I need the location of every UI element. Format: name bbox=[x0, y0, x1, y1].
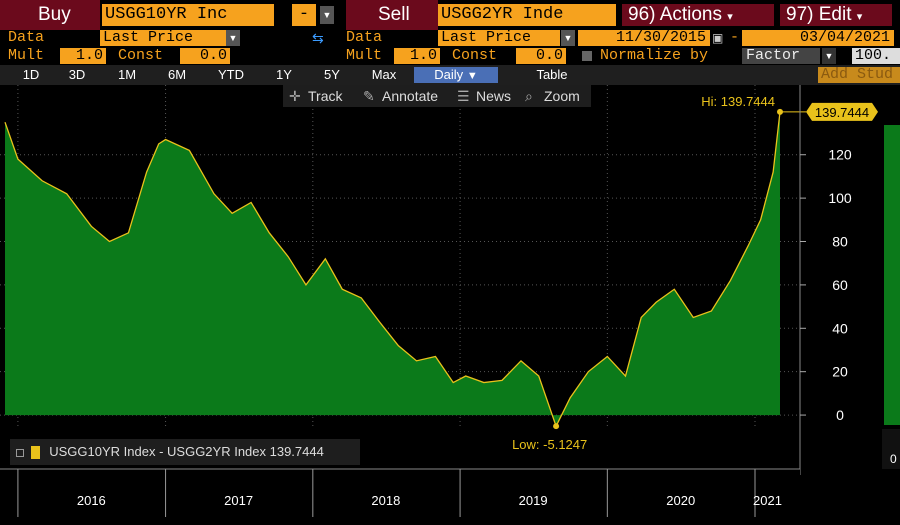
y-tick-label-2: 40 bbox=[832, 320, 848, 336]
y-tick-label-6: 120 bbox=[828, 147, 852, 163]
normalize-checkbox[interactable] bbox=[582, 51, 592, 61]
data-label: Data bbox=[8, 29, 45, 46]
y-tick-label-3: 60 bbox=[832, 277, 848, 293]
data-field[interactable]: Last Price bbox=[100, 30, 226, 46]
y-tick-label-1: 20 bbox=[832, 364, 848, 380]
hi-point bbox=[777, 108, 783, 115]
edit-button[interactable]: 97) Edit ▾ bbox=[780, 4, 892, 26]
tab-daily[interactable]: Daily ▼ bbox=[414, 67, 498, 83]
mult-label: Mult bbox=[8, 47, 45, 64]
low-point bbox=[553, 423, 560, 430]
chart-toolbar: ✛ Track ✎ Annotate ☰ News ⌕ Zoom bbox=[283, 85, 591, 107]
mult2-field[interactable]: 1.0 bbox=[394, 48, 440, 64]
tab-1d[interactable]: 1D bbox=[22, 67, 40, 82]
buy-dropdown[interactable]: - bbox=[292, 4, 316, 26]
magnifier-icon: ⌕ bbox=[525, 88, 533, 104]
news-icon: ☰ bbox=[457, 88, 470, 104]
tab-5y[interactable]: 5Y bbox=[324, 67, 340, 82]
y-tick-label-5: 100 bbox=[828, 190, 852, 206]
y-tick-label-0: 0 bbox=[836, 407, 844, 423]
hi-label: Hi: 139.7444 bbox=[701, 94, 775, 109]
annotate-label: Annotate bbox=[382, 88, 439, 104]
tab-daily-label: Daily bbox=[434, 67, 464, 82]
data-chevron-down-icon[interactable]: ▼ bbox=[226, 30, 240, 46]
crosshair-icon: ✛ bbox=[289, 88, 301, 104]
mult2-label: Mult bbox=[346, 47, 383, 64]
normalize-label: Normalize by bbox=[600, 47, 709, 64]
last-value-label: 139.7444 bbox=[815, 105, 869, 120]
side-panel-area bbox=[884, 125, 900, 425]
mult-row: Mult 1.0 Const 0.0 Mult 1.0 Const 0.0 No… bbox=[0, 47, 900, 65]
tab-3d[interactable]: 3D bbox=[68, 67, 86, 82]
x-tick-label-2020: 2020 bbox=[666, 493, 695, 508]
x-axis-band bbox=[0, 469, 800, 521]
news-label: News bbox=[476, 88, 512, 104]
data2-chevron-down-icon[interactable]: ▼ bbox=[561, 30, 575, 46]
x-tick-label-2018: 2018 bbox=[371, 493, 400, 508]
zoom-button[interactable]: ⌕ Zoom bbox=[525, 85, 580, 107]
series-area bbox=[5, 111, 780, 427]
tab-table[interactable]: Table bbox=[536, 67, 568, 82]
end-date-field[interactable]: 03/04/2021 bbox=[742, 30, 894, 46]
pencil-icon: ✎ bbox=[363, 88, 375, 104]
side-panel-zero: 0 bbox=[890, 452, 897, 466]
tab-max[interactable]: Max bbox=[371, 67, 397, 82]
actions-button[interactable]: 96) Actions ▾ bbox=[622, 4, 774, 26]
mult-field[interactable]: 1.0 bbox=[60, 48, 106, 64]
legend-text: USGG10YR Index - USGG2YR Index 139.7444 bbox=[49, 444, 324, 459]
track-label: Track bbox=[308, 88, 343, 104]
calendar-icon[interactable]: ▣ bbox=[712, 31, 724, 45]
series-line bbox=[4, 111, 781, 428]
tab-1y[interactable]: 1Y bbox=[276, 67, 292, 82]
x-tick-label-2017: 2017 bbox=[224, 493, 253, 508]
x-tick-label-2016: 2016 bbox=[77, 493, 106, 508]
tab-ytd[interactable]: YTD bbox=[218, 67, 244, 82]
track-button[interactable]: ✛ Track bbox=[289, 85, 342, 107]
x-tick-label-2021: 2021 bbox=[753, 493, 782, 508]
last-value-tag bbox=[806, 102, 878, 121]
data2-field[interactable]: Last Price bbox=[438, 30, 560, 46]
x-tick-label-2019: 2019 bbox=[519, 493, 548, 508]
const2-label: Const bbox=[452, 47, 498, 64]
data2-label: Data bbox=[346, 29, 383, 46]
buy-chevron-down-icon[interactable]: ▼ bbox=[320, 6, 334, 24]
edit-label: 97) Edit bbox=[786, 4, 852, 25]
sell-label: Sell bbox=[346, 0, 438, 30]
normalize-chevron-down-icon[interactable]: ▼ bbox=[822, 48, 836, 64]
news-button[interactable]: ☰ News bbox=[457, 85, 511, 107]
date-separator: - bbox=[730, 29, 740, 46]
const-field[interactable]: 0.0 bbox=[180, 48, 230, 64]
side-panel-base bbox=[882, 429, 900, 469]
start-date-field[interactable]: 11/30/2015 bbox=[578, 30, 710, 46]
add-study-field[interactable]: Add Stud bbox=[818, 67, 900, 83]
const2-field[interactable]: 0.0 bbox=[516, 48, 566, 64]
y-tick-label-4: 80 bbox=[832, 234, 848, 250]
expand-icon[interactable] bbox=[16, 448, 24, 457]
chart-legend[interactable]: USGG10YR Index - USGG2YR Index 139.7444 bbox=[10, 439, 360, 465]
normalize-value-field[interactable]: 100. bbox=[852, 48, 900, 64]
legend-swatch bbox=[30, 446, 40, 460]
tab-1m[interactable]: 1M bbox=[117, 67, 137, 82]
normalize-select[interactable]: Factor bbox=[742, 48, 820, 64]
annotate-button[interactable]: ✎ Annotate bbox=[363, 85, 438, 107]
tab-6m[interactable]: 6M bbox=[167, 67, 187, 82]
buy-security-input[interactable]: USGG10YR Inc bbox=[102, 4, 274, 26]
zoom-label: Zoom bbox=[544, 88, 580, 104]
header-row: Buy USGG10YR Inc - ▼ Sell USGG2YR Inde 9… bbox=[0, 0, 900, 30]
sell-security-input[interactable]: USGG2YR Inde bbox=[438, 4, 616, 26]
const-label: Const bbox=[118, 47, 164, 64]
swap-icon[interactable]: ⇆ bbox=[312, 30, 324, 46]
data-row: Data Last Price ▼ ⇆ Data Last Price ▼ 11… bbox=[0, 29, 900, 46]
actions-label: 96) Actions bbox=[628, 4, 722, 25]
low-label: Low: -5.1247 bbox=[512, 437, 587, 452]
buy-label: Buy bbox=[0, 0, 100, 30]
